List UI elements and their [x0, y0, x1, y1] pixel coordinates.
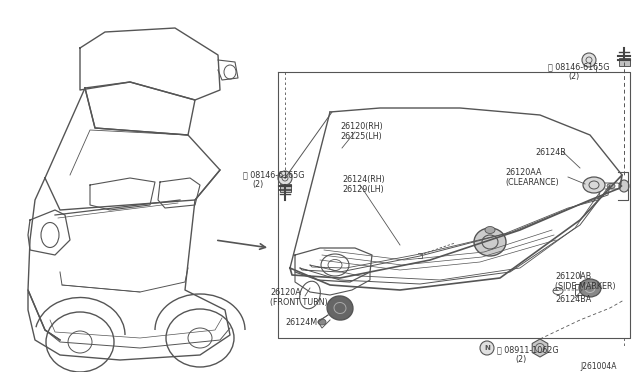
Text: 26124(RH): 26124(RH)	[342, 175, 385, 184]
Text: Ⓑ 08146-6165G: Ⓑ 08146-6165G	[548, 62, 609, 71]
Ellipse shape	[583, 177, 605, 193]
Text: 26124BA: 26124BA	[555, 295, 591, 304]
Text: N: N	[484, 345, 490, 351]
Ellipse shape	[485, 227, 495, 234]
Text: 26129(LH): 26129(LH)	[342, 185, 384, 194]
Text: 26120A: 26120A	[270, 288, 301, 297]
Ellipse shape	[619, 180, 629, 192]
Ellipse shape	[318, 319, 326, 325]
Circle shape	[480, 341, 494, 355]
Text: (2): (2)	[252, 180, 263, 189]
Text: (2): (2)	[515, 355, 526, 364]
Text: 26124M: 26124M	[285, 318, 317, 327]
Ellipse shape	[553, 288, 563, 295]
Text: (SIDE MARKER): (SIDE MARKER)	[555, 282, 616, 291]
Text: J261004A: J261004A	[580, 362, 616, 371]
Text: 26120(RH): 26120(RH)	[340, 122, 383, 131]
FancyBboxPatch shape	[280, 184, 291, 192]
FancyBboxPatch shape	[619, 58, 630, 66]
Text: (2): (2)	[568, 72, 579, 81]
Text: Ⓑ 08146-6165G: Ⓑ 08146-6165G	[243, 170, 305, 179]
Ellipse shape	[327, 296, 353, 320]
Text: (FRONT TURN): (FRONT TURN)	[270, 298, 328, 307]
Text: Ⓝ 08911-1062G: Ⓝ 08911-1062G	[497, 345, 559, 354]
Text: (CLEARANCE): (CLEARANCE)	[505, 178, 559, 187]
Circle shape	[278, 171, 292, 185]
Text: 26120AA: 26120AA	[505, 168, 541, 177]
Text: 26125(LH): 26125(LH)	[340, 132, 381, 141]
Circle shape	[582, 53, 596, 67]
Ellipse shape	[474, 228, 506, 256]
Ellipse shape	[607, 183, 615, 189]
Text: 26124B: 26124B	[535, 148, 566, 157]
Ellipse shape	[579, 279, 601, 297]
Text: 26120AB: 26120AB	[555, 272, 591, 281]
